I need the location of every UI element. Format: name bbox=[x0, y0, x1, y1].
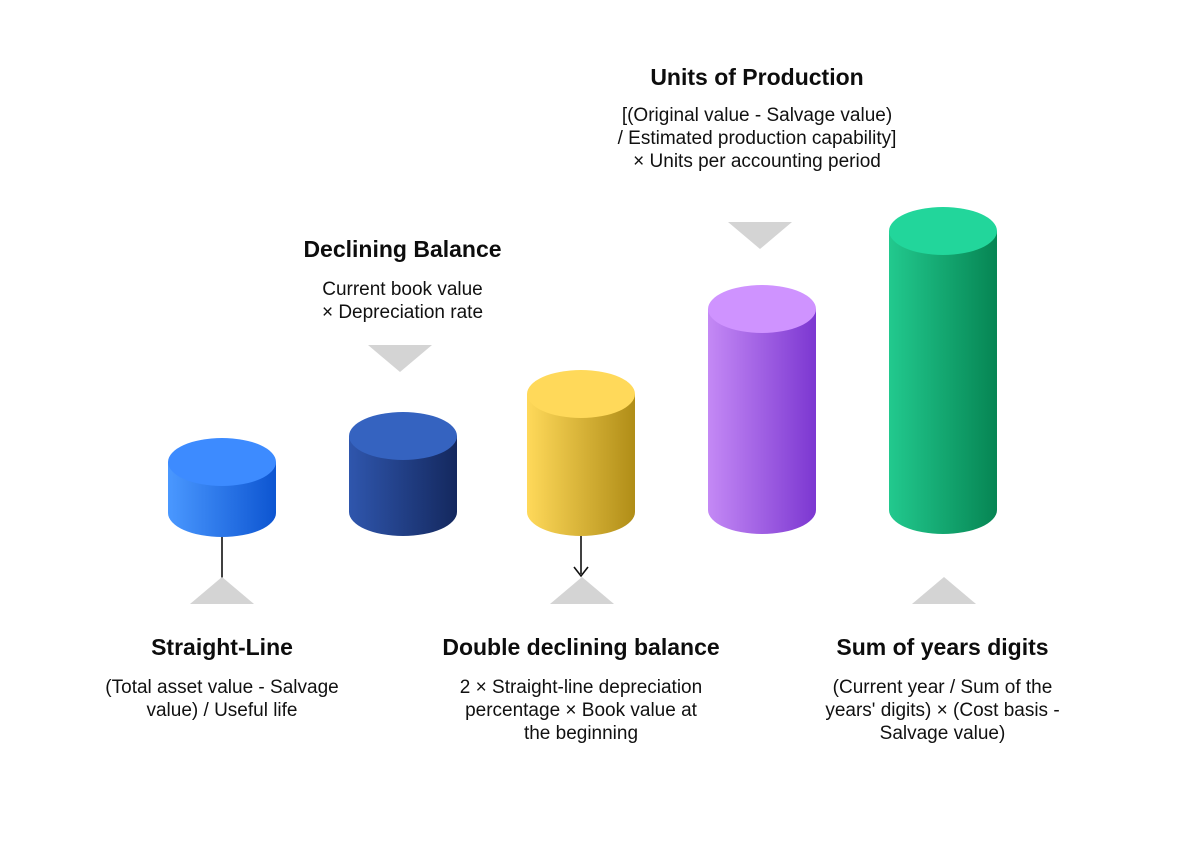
pointer-triangle-down bbox=[368, 345, 432, 372]
method-title: Units of Production bbox=[650, 64, 864, 90]
method-title: Straight-Line bbox=[151, 634, 293, 660]
label-units-of-production: Units of Production [(Original value - S… bbox=[617, 64, 897, 173]
method-formula: 2 × Straight-line depreciation percentag… bbox=[459, 676, 703, 744]
cylinder-straight-line bbox=[168, 438, 276, 537]
cylinder-top bbox=[708, 285, 816, 333]
cylinder-body bbox=[349, 436, 457, 536]
cylinder-body bbox=[527, 394, 635, 536]
method-formula: (Current year / Sum of the years' digits… bbox=[825, 676, 1060, 744]
method-title: Sum of years digits bbox=[836, 634, 1049, 660]
method-formula: (Total asset value - Salvage value) / Us… bbox=[105, 676, 339, 721]
method-formula: Current book value × Depreciation rate bbox=[321, 278, 484, 323]
method-formula: [(Original value - Salvage value) / Esti… bbox=[617, 104, 897, 172]
pointer-triangle-up bbox=[190, 577, 254, 604]
label-declining-balance: Declining Balance Current book value × D… bbox=[275, 236, 530, 324]
pointer-triangle-down bbox=[728, 222, 792, 249]
cylinder-units-of-production bbox=[708, 285, 816, 534]
pointer-triangle-up bbox=[912, 577, 976, 604]
cylinder-body bbox=[708, 309, 816, 534]
label-straight-line: Straight-Line (Total asset value - Salva… bbox=[82, 634, 362, 722]
cylinder-top bbox=[527, 370, 635, 418]
label-double-declining-balance: Double declining balance 2 × Straight-li… bbox=[425, 634, 737, 745]
cylinder-top bbox=[889, 207, 997, 255]
method-title: Declining Balance bbox=[303, 236, 502, 262]
cylinder-top bbox=[168, 438, 276, 486]
cylinder-sum-of-years-digits bbox=[889, 207, 997, 534]
connector-arrowhead bbox=[573, 566, 589, 578]
cylinder-declining-balance bbox=[349, 412, 457, 536]
method-title: Double declining balance bbox=[442, 634, 720, 660]
pointer-triangle-up bbox=[550, 577, 614, 604]
cylinder-double-declining-balance bbox=[527, 370, 635, 536]
cylinder-body bbox=[889, 231, 997, 534]
cylinder-top bbox=[349, 412, 457, 460]
label-sum-of-years-digits: Sum of years digits (Current year / Sum … bbox=[805, 634, 1080, 745]
